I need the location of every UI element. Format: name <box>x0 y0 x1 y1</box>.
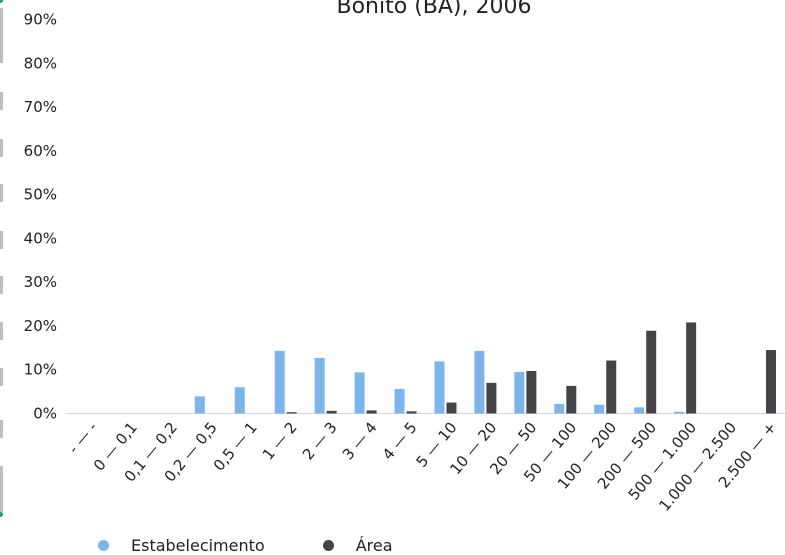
bar-estabelecimento[interactable] <box>394 388 405 414</box>
bar-area[interactable] <box>286 412 297 414</box>
bar-estabelecimento[interactable] <box>554 403 565 414</box>
y-axis: 0% 10% 20% 30% 40% 50% 60% 70% 80% 90% <box>24 11 57 423</box>
left-edge-divider <box>0 276 3 294</box>
left-edge-divider <box>0 368 3 386</box>
resize-handle-bottom[interactable] <box>0 512 3 517</box>
left-edge-divider <box>0 184 3 202</box>
left-edge-divider <box>0 139 3 157</box>
x-tick-label: - — - <box>65 419 102 458</box>
legend-swatch <box>322 540 334 551</box>
bar-area[interactable] <box>366 410 377 414</box>
x-tick-label: 1 — 2 <box>259 419 301 464</box>
left-edge-divider <box>0 420 3 438</box>
left-edge-divider <box>0 92 3 110</box>
x-axis: - — -0 — 0,10,1 — 0,20,2 — 0,50,5 — 11 —… <box>65 413 785 515</box>
bar-estabelecimento[interactable] <box>434 361 445 414</box>
y-tick-label: 50% <box>24 186 57 204</box>
y-tick-label: 70% <box>24 98 57 116</box>
bars <box>194 322 777 414</box>
left-edge-divider <box>0 231 3 249</box>
bar-estabelecimento[interactable] <box>674 411 685 414</box>
bar-estabelecimento[interactable] <box>194 396 205 414</box>
bar-area[interactable] <box>686 322 697 414</box>
bar-area[interactable] <box>406 411 417 414</box>
y-tick-label: 0% <box>33 405 57 423</box>
legend: Estabelecimento Área <box>98 536 451 555</box>
left-edge-divider <box>0 466 3 512</box>
y-tick-label: 20% <box>24 317 57 335</box>
bar-area[interactable] <box>646 330 657 414</box>
left-edge-divider <box>0 8 3 63</box>
bar-estabelecimento[interactable] <box>594 404 605 414</box>
y-tick-label: 10% <box>24 361 57 379</box>
legend-item-area[interactable]: Área <box>322 536 393 555</box>
bar-area[interactable] <box>606 360 617 414</box>
bar-area[interactable] <box>766 350 777 414</box>
left-edge-divider <box>0 322 3 340</box>
y-tick-label: 30% <box>24 273 57 291</box>
bar-estabelecimento[interactable] <box>274 350 285 414</box>
x-tick-label: 0,5 — 1 <box>210 419 261 475</box>
bar-area[interactable] <box>326 410 337 414</box>
y-tick-label: 60% <box>24 142 57 160</box>
bar-area[interactable] <box>446 402 457 414</box>
bar-estabelecimento[interactable] <box>354 372 365 414</box>
x-tick-label: 2 — 3 <box>299 419 341 464</box>
bar-area[interactable] <box>566 385 577 414</box>
bar-area[interactable] <box>486 382 497 414</box>
bar-estabelecimento[interactable] <box>234 387 245 414</box>
bar-estabelecimento[interactable] <box>314 357 325 414</box>
resize-handle-top[interactable] <box>0 0 3 3</box>
bar-estabelecimento[interactable] <box>634 407 645 414</box>
y-tick-label: 90% <box>24 11 57 29</box>
x-tick-label: 3 — 4 <box>339 419 381 464</box>
bar-estabelecimento[interactable] <box>514 371 525 414</box>
legend-label: Estabelecimento <box>131 536 265 555</box>
bar-estabelecimento[interactable] <box>474 350 485 414</box>
y-tick-label: 40% <box>24 229 57 247</box>
legend-label: Área <box>355 536 393 555</box>
y-tick-label: 80% <box>24 54 57 72</box>
legend-item-estabelecimento[interactable]: Estabelecimento <box>98 536 265 555</box>
legend-swatch <box>98 540 109 551</box>
chart-title: Bonito (BA), 2006 <box>337 0 532 19</box>
bar-area[interactable] <box>526 371 537 414</box>
